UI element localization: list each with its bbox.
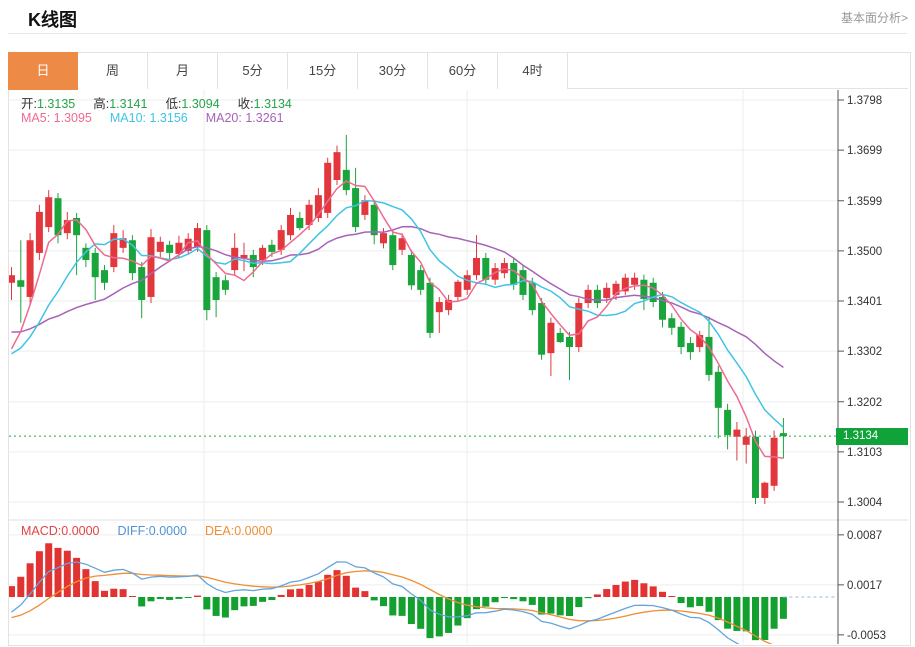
legend-close: 收:1.3134 xyxy=(237,97,292,111)
current-price-badge: 1.3134 xyxy=(836,428,908,445)
legend-dea: DEA:0.0000 xyxy=(205,524,273,538)
price-tick-8: 1.3004 xyxy=(847,497,883,509)
price-tick-2: 1.3599 xyxy=(847,196,882,208)
legend-ma5: MA5: 1.3095 xyxy=(21,111,92,125)
price-tick-1: 1.3699 xyxy=(847,145,882,157)
interval-tabs: 日周月 5分 15分 30分 60分 4时 xyxy=(8,52,908,90)
fundamental-analysis-link[interactable]: 基本面分析> xyxy=(840,11,908,25)
legend-low: 低:1.3094 xyxy=(165,97,220,111)
tab-day[interactable]: 日 xyxy=(8,52,78,90)
tab-m15[interactable]: 15分 xyxy=(288,53,358,89)
page-title: K线图 xyxy=(28,10,77,30)
ohlc-legend: 开:1.3135 高:1.3141 低:1.3094 收:1.3134 xyxy=(21,93,310,112)
price-tick-4: 1.3401 xyxy=(847,296,882,308)
legend-ma10: MA10: 1.3156 xyxy=(109,111,188,125)
ma-legend: MA5: 1.3095 MA10: 1.3156 MA20: 1.3261 xyxy=(21,111,302,125)
legend-high: 高:1.3141 xyxy=(93,97,148,111)
tab-month[interactable]: 月 xyxy=(148,53,218,89)
macd-tick-2: -0.0053 xyxy=(847,630,886,642)
macd-tick-0: 0.0087 xyxy=(847,530,882,542)
macd-tick-1: 0.0017 xyxy=(847,580,882,592)
legend-ma20: MA20: 1.3261 xyxy=(205,111,284,125)
price-tick-3: 1.3500 xyxy=(847,246,882,258)
price-tick-5: 1.3302 xyxy=(847,346,882,358)
tab-m5[interactable]: 5分 xyxy=(218,53,288,89)
legend-diff: DIFF:0.0000 xyxy=(117,524,187,538)
header-divider xyxy=(8,33,907,34)
price-tick-0: 1.3798 xyxy=(847,95,882,107)
tab-m60[interactable]: 60分 xyxy=(428,53,498,89)
legend-macd: MACD:0.0000 xyxy=(21,524,100,538)
price-tick-6: 1.3202 xyxy=(847,397,882,409)
kline-chart-panel: 日周月 5分 15分 30分 60分 4时 开:1.3135 高:1.3141 低:1.309… xyxy=(8,52,911,646)
candlestick-macd-plot[interactable]: 1.3798 1.3699 1.3599 1.3500 1.3401 1.3302 1.32… xyxy=(9,90,908,644)
macd-legend: MACD:0.0000 DIFF:0.0000 DEA:0.0000 xyxy=(21,524,290,538)
tab-week[interactable]: 周 xyxy=(78,53,148,89)
tab-h4[interactable]: 4时 xyxy=(498,53,568,89)
tab-m30[interactable]: 30分 xyxy=(358,53,428,89)
price-tick-7: 1.3103 xyxy=(847,447,882,459)
legend-open: 开:1.3135 xyxy=(21,97,76,111)
